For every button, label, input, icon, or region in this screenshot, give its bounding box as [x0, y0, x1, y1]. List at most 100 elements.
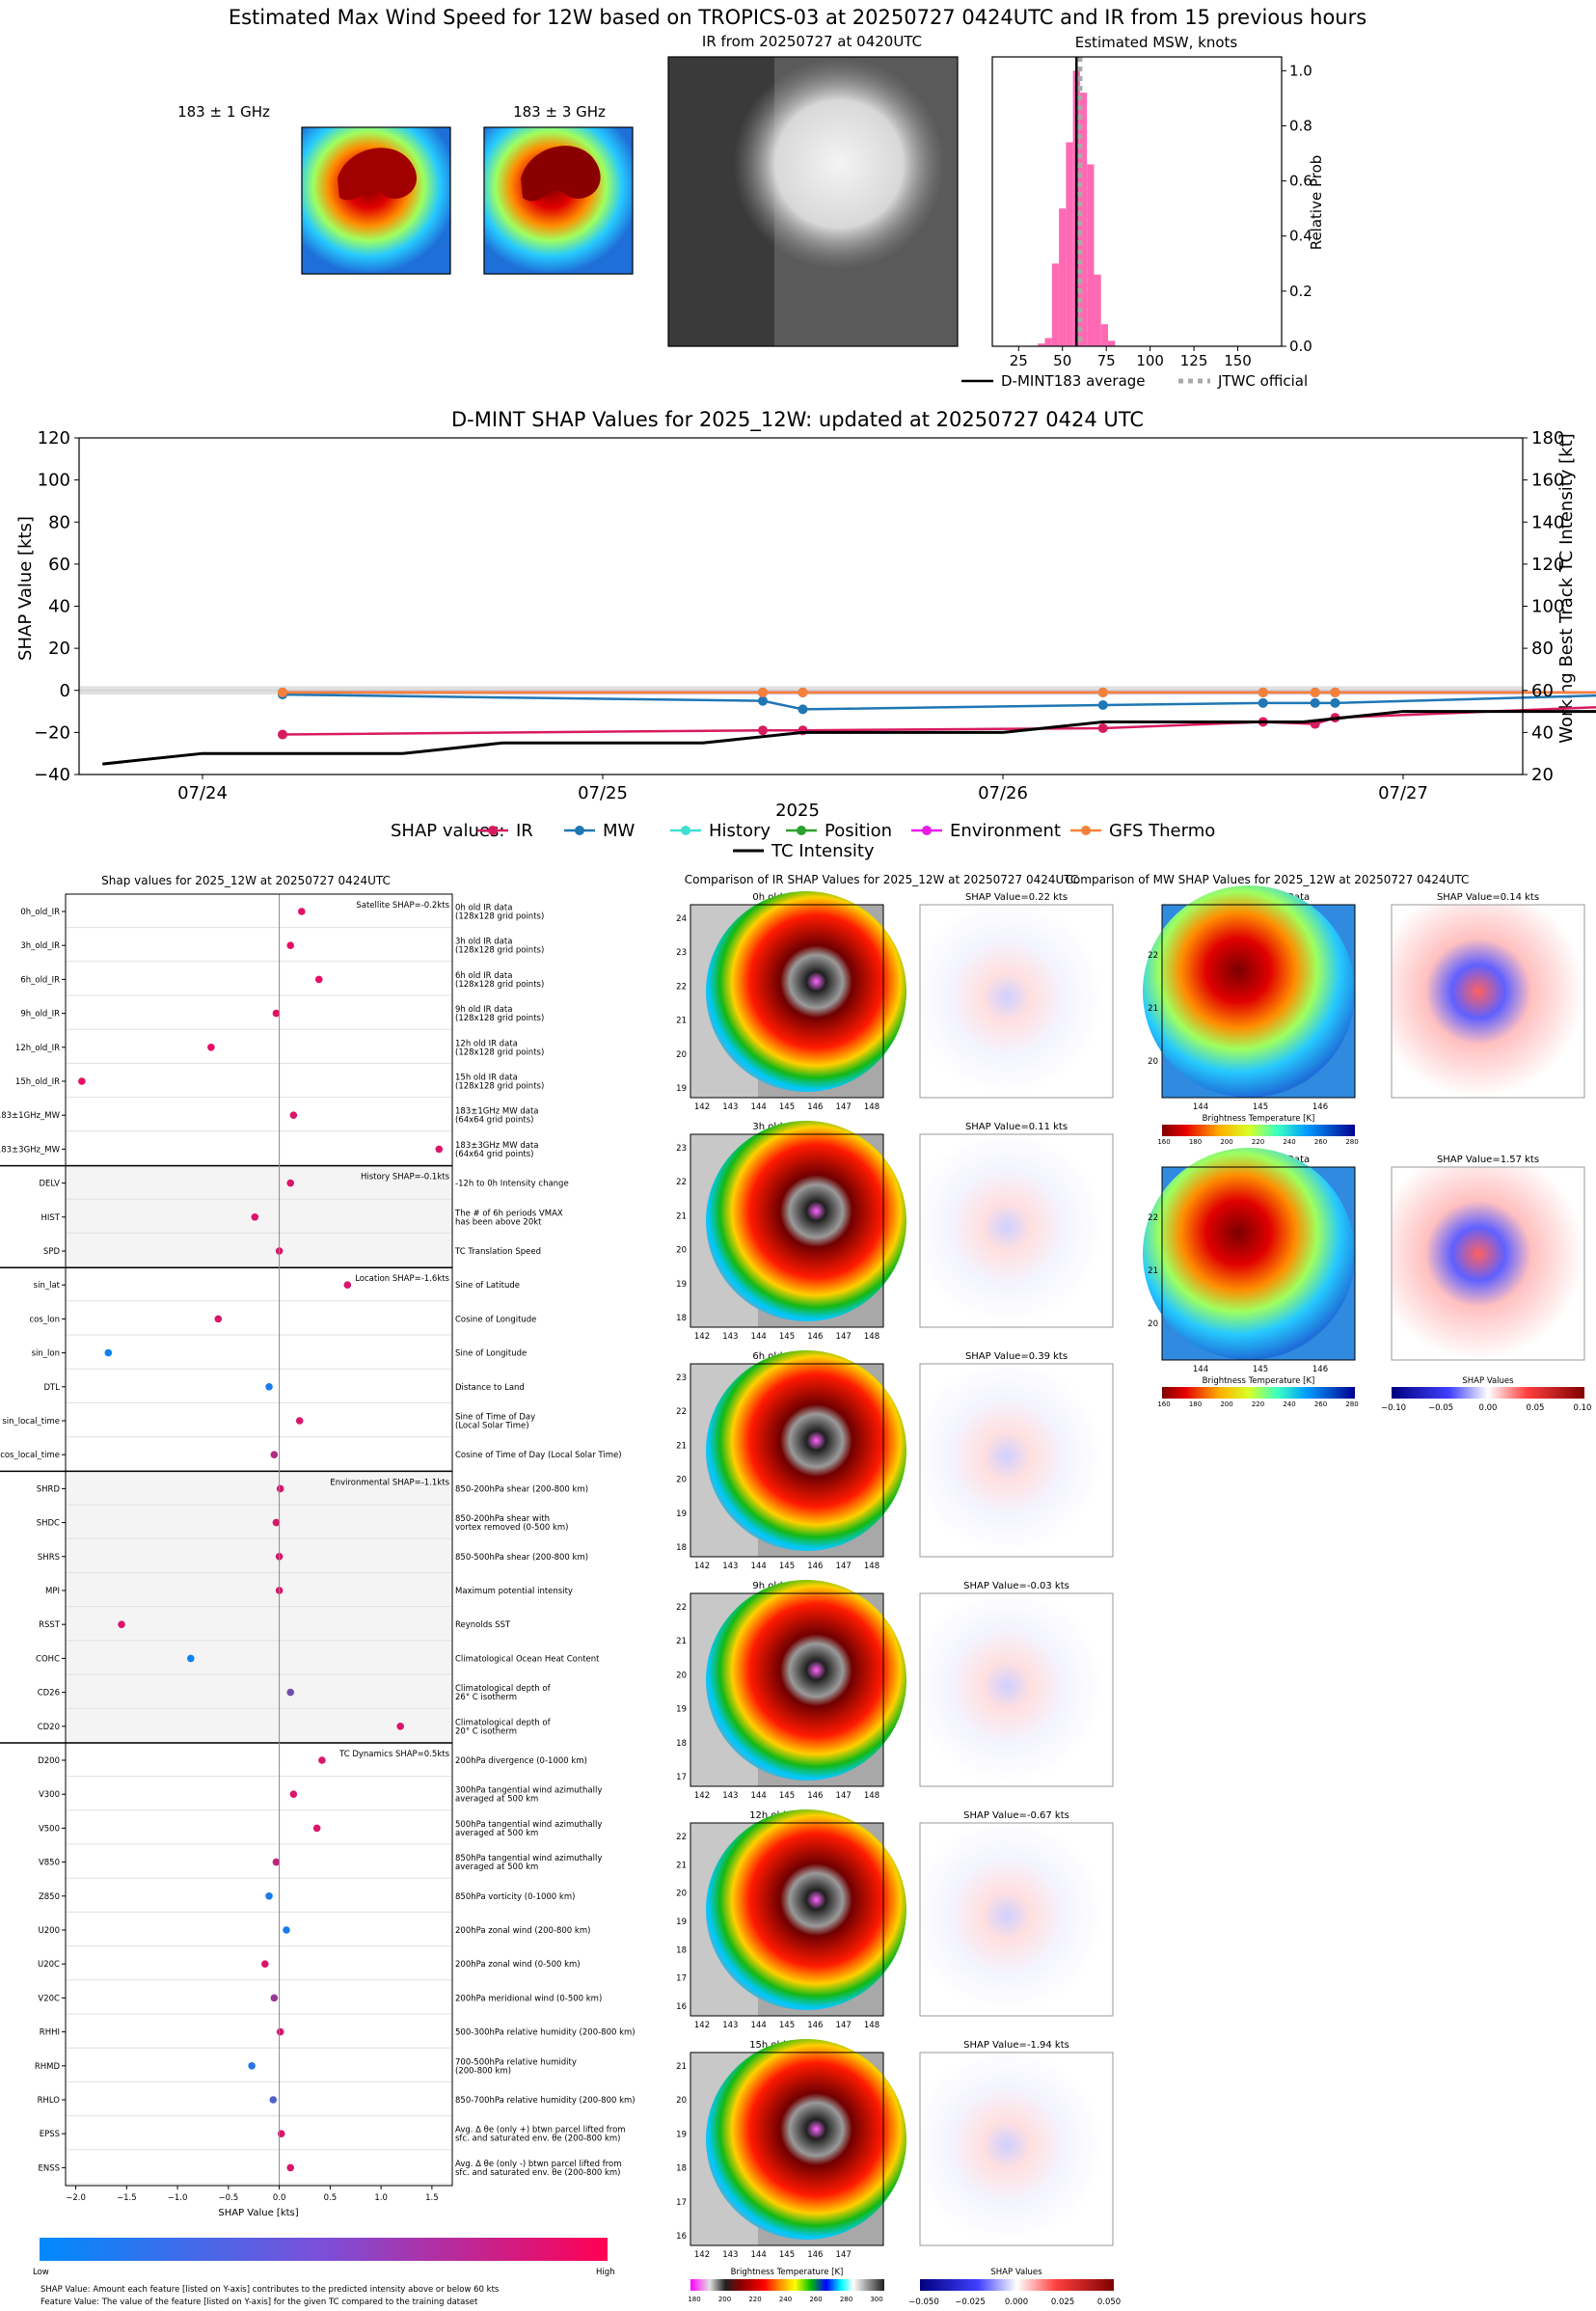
ir-ytick-label: 21 [676, 1637, 687, 1646]
feature-name: 9h_old_IR [20, 1010, 60, 1020]
shap-dot [312, 1824, 321, 1833]
shap-dot [270, 1451, 279, 1458]
mw-cbar-tick: 200 [1220, 1138, 1232, 1146]
ir-cbar-tick: 180 [688, 2296, 700, 2303]
feature-name: CD20 [38, 1723, 60, 1732]
feature-desc: Sine of Latitude [455, 1281, 520, 1291]
point-gfs-thermo [1310, 687, 1320, 697]
legend-label: History [709, 821, 771, 841]
feature-name: CD26 [38, 1689, 60, 1699]
legend-marker [797, 826, 806, 835]
point-gfs-thermo [278, 687, 287, 697]
feature-desc: averaged at 500 km [455, 1829, 538, 1838]
feature-name: HIST [41, 1213, 61, 1223]
mw3-panel-title: 183 ± 3 GHz [513, 103, 606, 121]
ir-xtick-label: 145 [779, 2021, 795, 2030]
ir-shap-cbar-tick: −0.025 [955, 2297, 985, 2307]
msw-ytick-label: 0.6 [1289, 173, 1312, 190]
ir-xtick-label: 143 [722, 2250, 738, 2260]
mw-xtick-label: 146 [1312, 1102, 1328, 1112]
mw-cbar-tick: 280 [1345, 1400, 1358, 1408]
ir-shap-title: SHAP Value=0.11 kts [965, 1122, 1068, 1132]
ir-ytick-label: 23 [676, 1373, 687, 1383]
ir-xtick-label: 148 [864, 2021, 879, 2030]
legend-marker [681, 826, 690, 835]
top-title: Estimated Max Wind Speed for 12W based o… [229, 6, 1366, 29]
ir-ytick-label: 22 [676, 1833, 687, 1842]
feature-desc: 700-500hPa relative humidity [455, 2057, 577, 2067]
ir-ytick-label: 16 [676, 2002, 687, 2012]
ir-xtick-label: 144 [751, 1562, 767, 1571]
dot-xtick-label: −1.0 [168, 2193, 188, 2203]
ir-xtick-label: 147 [836, 1332, 852, 1342]
feature-name: V850 [39, 1859, 60, 1868]
mw-data-frame [1161, 904, 1356, 1099]
ir-shap-image [920, 1823, 1113, 2016]
shap-dot [289, 1790, 298, 1798]
ir-shap-colorbar [920, 2279, 1114, 2291]
point-mw [1097, 700, 1108, 711]
feature-desc: 20° C isotherm [455, 1726, 517, 1736]
ir-ytick-label: 18 [676, 1543, 687, 1553]
mw-compare-title: Comparison of MW SHAP Values for 2025_12… [1066, 873, 1470, 886]
ir-ytick-label: 18 [676, 1739, 687, 1749]
legend-label: MW [603, 821, 636, 841]
ir-xtick-label: 145 [779, 1562, 795, 1571]
feature-desc: 9h old IR data [455, 1005, 512, 1015]
ir-shap-title: SHAP Value=0.22 kts [965, 892, 1068, 903]
ts-ytick-right-label: 100 [1531, 597, 1564, 617]
feature-desc: 850-500hPa shear (200-800 km) [455, 1553, 588, 1563]
ir-storm [706, 1580, 906, 1781]
feature-desc: (128x128 grid points) [455, 1014, 544, 1023]
feature-name: ENSS [38, 2163, 60, 2173]
feature-desc: Climatological Ocean Heat Content [455, 1654, 600, 1664]
point-ir [758, 725, 768, 736]
dot-xtick-label: 0.5 [324, 2193, 338, 2203]
ir-ytick-label: 17 [676, 2198, 687, 2208]
ir-compare-title: Comparison of IR SHAP Values for 2025_12… [685, 873, 1079, 886]
msw-bar-6 [1079, 93, 1088, 347]
feature-name: DTL [44, 1383, 61, 1393]
ir-shap-title: SHAP Value=0.39 kts [965, 1351, 1068, 1362]
feature-name: SHRD [37, 1484, 61, 1494]
mw-shap-image [1392, 1167, 1584, 1360]
feature-desc: averaged at 500 km [455, 1795, 538, 1805]
msw-xtick-label: 25 [1010, 352, 1028, 369]
ir-ytick-label: 21 [676, 1861, 687, 1870]
feature-desc: 850-200hPa shear (200-800 km) [455, 1484, 588, 1494]
feature-desc: 850hPa vorticity (0-1000 km) [455, 1892, 575, 1902]
msw-bar-7 [1087, 164, 1095, 346]
shap-dot [118, 1620, 125, 1628]
mw-xtick-label: 145 [1253, 1365, 1268, 1374]
shap-dot [269, 2096, 278, 2104]
ir-xtick-label: 146 [807, 2250, 823, 2260]
legend-label: IR [516, 821, 533, 841]
group-label: Location SHAP=-1.6kts [355, 1274, 449, 1284]
ir-ytick-label: 20 [676, 1476, 687, 1485]
mw-cbar-tick: 280 [1345, 1138, 1358, 1146]
legend-marker [1081, 826, 1091, 835]
shap-dot [272, 1009, 281, 1018]
mw-cbar-label: Brightness Temperature [K] [1203, 1376, 1315, 1386]
ts-ylabel-left: SHAP Value [kts] [15, 516, 36, 661]
dot-xtick-label: 1.5 [425, 2193, 439, 2203]
mw-ytick-label: 22 [1148, 951, 1158, 961]
ir-xtick-label: 144 [751, 1332, 767, 1342]
mw1-panel [301, 126, 451, 275]
ts-ytick-right-label: 60 [1531, 681, 1554, 701]
feature-name: U20C [38, 1960, 60, 1970]
ir-shap-frame [919, 904, 1114, 1099]
ts-ytick-left-label: 100 [38, 471, 70, 491]
feature-desc: sfc. and saturated env. θe (200-800 km) [455, 2168, 621, 2178]
ir-ytick-label: 23 [676, 948, 687, 958]
group-label: TC Dynamics SHAP=0.5kts [338, 1750, 450, 1759]
ir-xtick-label: 144 [751, 2021, 767, 2030]
group-label: History SHAP=-0.1kts [361, 1173, 450, 1183]
ts-ytick-left-label: 60 [48, 555, 70, 575]
legend-marker [575, 826, 584, 835]
dot-body: Satellite SHAP=-0.2kts 0h_old_IR 0h old IR… [0, 894, 636, 2203]
feature-desc: 850-200hPa shear with [455, 1514, 550, 1524]
mw-colorbar [1162, 1387, 1355, 1399]
dot-xtick-label: −0.5 [219, 2193, 239, 2203]
msw-xtick-label: 125 [1180, 352, 1208, 369]
